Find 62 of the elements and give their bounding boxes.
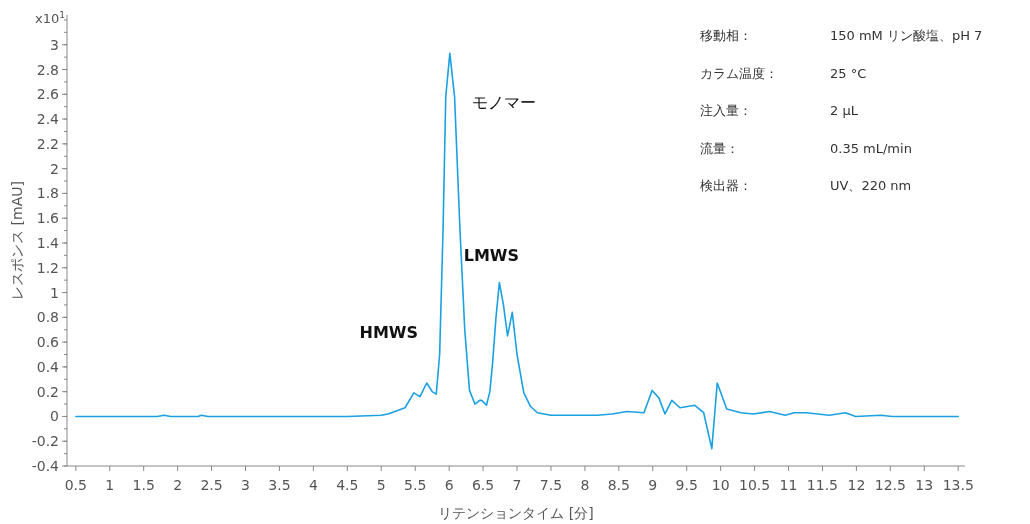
y-tick-label: 2.4 <box>36 111 60 128</box>
x-tick-label: 3.5 <box>268 477 291 493</box>
y-tick-label: -0.2 <box>31 433 59 450</box>
x-tick-label: 6.5 <box>471 477 495 493</box>
annotation: 150 mM リン酸塩、pH 7 <box>830 28 983 43</box>
y-tick-label: 0.6 <box>36 334 60 351</box>
annotation: モノマー <box>471 93 536 113</box>
x-tick-label: 6 <box>444 477 454 493</box>
line-series <box>75 52 960 450</box>
annotation: 流量： <box>700 140 739 156</box>
y-tick-label: 1.6 <box>36 210 60 227</box>
y-tick-label: 0.2 <box>36 383 59 400</box>
x-tick-label: 9.5 <box>675 477 698 493</box>
annotation: 移動相： <box>700 28 752 43</box>
y-axis-title: レスポンス [mAU] <box>9 181 25 300</box>
x-tick-label: 12.5 <box>874 477 906 493</box>
annotation: 検出器： <box>700 178 752 193</box>
x-tick-label: 4 <box>308 477 318 493</box>
annotation: カラム温度： <box>700 65 778 81</box>
x-tick-label: 5.5 <box>404 477 427 493</box>
annotation: 注入量： <box>700 103 752 118</box>
x-tick-label: 9 <box>648 477 658 493</box>
x-tick-label: 2.5 <box>200 477 223 493</box>
x-tick-label: 8.5 <box>607 477 630 493</box>
x-tick-label: 3 <box>241 477 250 493</box>
y-tick-label: -0.4 <box>31 458 60 474</box>
y-tick-label: 2.2 <box>36 135 59 152</box>
annotation: 25 °C <box>830 65 867 81</box>
x-tick-label: 12 <box>847 477 866 493</box>
y-tick-label: 1.2 <box>36 259 59 276</box>
annotation: 0.35 mL/min <box>830 140 912 156</box>
x-tick-label: 8 <box>580 477 590 493</box>
annotation: UV、220 nm <box>830 178 912 193</box>
x-tick-label: 5 <box>376 477 386 493</box>
y-tick-label: 1.4 <box>36 234 60 251</box>
x-tick-label: 1 <box>105 477 115 493</box>
annotation: LMWS <box>463 245 520 265</box>
x-axis-title: リテンションタイム [分] <box>438 505 594 521</box>
y-tick-label: 0.4 <box>36 358 60 375</box>
x-tick-label: 2 <box>173 477 183 493</box>
y-tick-label: 1.8 <box>36 185 59 202</box>
y-tick-label: 0.8 <box>36 309 59 326</box>
y-tick-label: 0 <box>50 408 59 425</box>
x-tick-label: 10 <box>711 477 730 493</box>
annotation: 2 µL <box>830 103 859 118</box>
text: x10$^{1}$ <box>34 10 65 26</box>
x-tick-label: 10.5 <box>739 477 771 493</box>
y-tick-label: 2 <box>50 160 59 177</box>
x-tick-label: 13 <box>915 477 934 493</box>
y-tick-label: 1 <box>50 284 59 301</box>
y-tick-label: 3 <box>50 36 59 53</box>
x-tick-label: 11.5 <box>806 477 839 493</box>
x-tick-label: 1.5 <box>132 477 155 493</box>
x-tick-label: 4.5 <box>336 477 359 493</box>
x-tick-label: 7 <box>512 477 522 493</box>
annotation: HMWS <box>359 322 418 342</box>
y-tick-label: 2.8 <box>36 61 59 78</box>
x-tick-label: 7.5 <box>539 477 563 493</box>
y-tick-label: 2.6 <box>36 86 60 103</box>
x-tick-label: 0.5 <box>64 477 87 493</box>
x-tick-label: 11 <box>779 477 798 493</box>
x-tick-label: 13.5 <box>942 477 974 493</box>
